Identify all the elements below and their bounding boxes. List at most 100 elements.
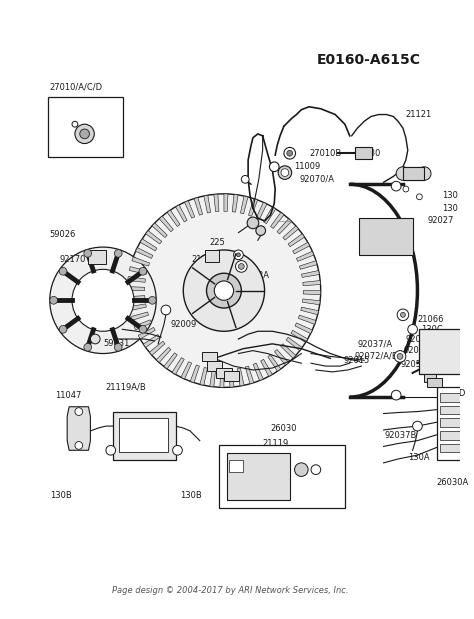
Polygon shape [128, 296, 145, 301]
Circle shape [114, 344, 122, 351]
Text: 21193: 21193 [191, 255, 218, 264]
Polygon shape [274, 350, 289, 365]
Polygon shape [67, 407, 91, 450]
Circle shape [412, 422, 422, 431]
Circle shape [401, 313, 405, 318]
Polygon shape [291, 331, 308, 342]
Circle shape [397, 353, 403, 360]
Polygon shape [232, 194, 238, 212]
Text: 130: 130 [442, 204, 457, 213]
Polygon shape [303, 291, 321, 295]
Circle shape [397, 309, 409, 321]
Polygon shape [184, 201, 195, 218]
Bar [119, 418, 168, 452]
Polygon shape [271, 212, 284, 228]
Text: 92059: 92059 [400, 360, 426, 369]
Text: 130C: 130C [421, 325, 443, 334]
Polygon shape [159, 216, 173, 232]
Bar [89, 250, 106, 264]
Bar [201, 352, 217, 361]
Circle shape [173, 446, 182, 455]
Polygon shape [181, 361, 191, 379]
Polygon shape [127, 287, 145, 291]
Bar [224, 371, 239, 381]
Text: 21119A/B: 21119A/B [106, 383, 146, 392]
Polygon shape [256, 202, 267, 220]
Circle shape [256, 226, 265, 235]
Polygon shape [175, 205, 187, 222]
Text: 21121: 21121 [406, 110, 432, 119]
Circle shape [417, 194, 422, 200]
Text: 59026: 59026 [50, 230, 76, 239]
Polygon shape [128, 304, 146, 311]
Text: E0160-A615C: E0160-A615C [317, 53, 421, 67]
Polygon shape [156, 347, 171, 363]
Circle shape [50, 297, 57, 304]
Polygon shape [292, 242, 310, 254]
Text: 130A: 130A [408, 452, 429, 462]
Circle shape [84, 344, 91, 351]
Text: 510: 510 [234, 257, 249, 266]
Polygon shape [167, 210, 180, 227]
Circle shape [392, 181, 401, 191]
Circle shape [161, 305, 171, 315]
Circle shape [75, 408, 82, 415]
Text: 92022: 92022 [404, 346, 430, 355]
Polygon shape [136, 248, 153, 258]
Circle shape [408, 324, 418, 334]
Polygon shape [200, 368, 208, 385]
Circle shape [278, 166, 292, 180]
Circle shape [59, 267, 67, 275]
Circle shape [50, 247, 156, 353]
Polygon shape [283, 226, 299, 240]
Polygon shape [140, 239, 157, 251]
Text: 26030: 26030 [270, 423, 297, 433]
Polygon shape [268, 355, 281, 371]
Bar [216, 368, 232, 378]
Polygon shape [298, 315, 316, 324]
Circle shape [294, 463, 308, 477]
Polygon shape [143, 334, 160, 347]
Text: 92009: 92009 [171, 320, 197, 329]
Polygon shape [146, 230, 162, 244]
Text: 225: 225 [210, 238, 225, 247]
Text: 27010/A/C/D: 27010/A/C/D [50, 83, 103, 92]
Circle shape [148, 297, 156, 304]
Bar [440, 418, 468, 427]
Circle shape [84, 249, 91, 258]
Polygon shape [149, 341, 165, 355]
Bar [440, 406, 468, 415]
Polygon shape [248, 199, 258, 216]
Circle shape [234, 250, 243, 259]
Circle shape [75, 441, 82, 449]
Text: 130B: 130B [50, 491, 72, 500]
Circle shape [214, 281, 234, 300]
Bar [403, 167, 424, 180]
Polygon shape [302, 299, 320, 305]
Polygon shape [164, 353, 177, 369]
Bar [440, 431, 468, 439]
Bar [437, 387, 471, 460]
Circle shape [127, 194, 321, 387]
Polygon shape [300, 261, 317, 269]
Polygon shape [190, 365, 200, 383]
Polygon shape [264, 207, 276, 223]
Circle shape [80, 129, 90, 139]
Bar [355, 147, 372, 159]
Circle shape [392, 391, 401, 400]
Polygon shape [301, 307, 319, 314]
Circle shape [281, 169, 289, 176]
Bar [424, 374, 436, 381]
Polygon shape [128, 277, 146, 282]
Circle shape [287, 150, 292, 156]
Text: 14083: 14083 [210, 253, 236, 261]
Circle shape [114, 249, 122, 258]
Text: 21119: 21119 [263, 439, 289, 448]
Text: 27010B: 27010B [309, 149, 341, 158]
Circle shape [139, 326, 147, 333]
Bar [219, 446, 345, 508]
Polygon shape [281, 344, 296, 358]
Bar [48, 97, 123, 157]
Circle shape [396, 167, 410, 180]
Polygon shape [229, 370, 234, 387]
